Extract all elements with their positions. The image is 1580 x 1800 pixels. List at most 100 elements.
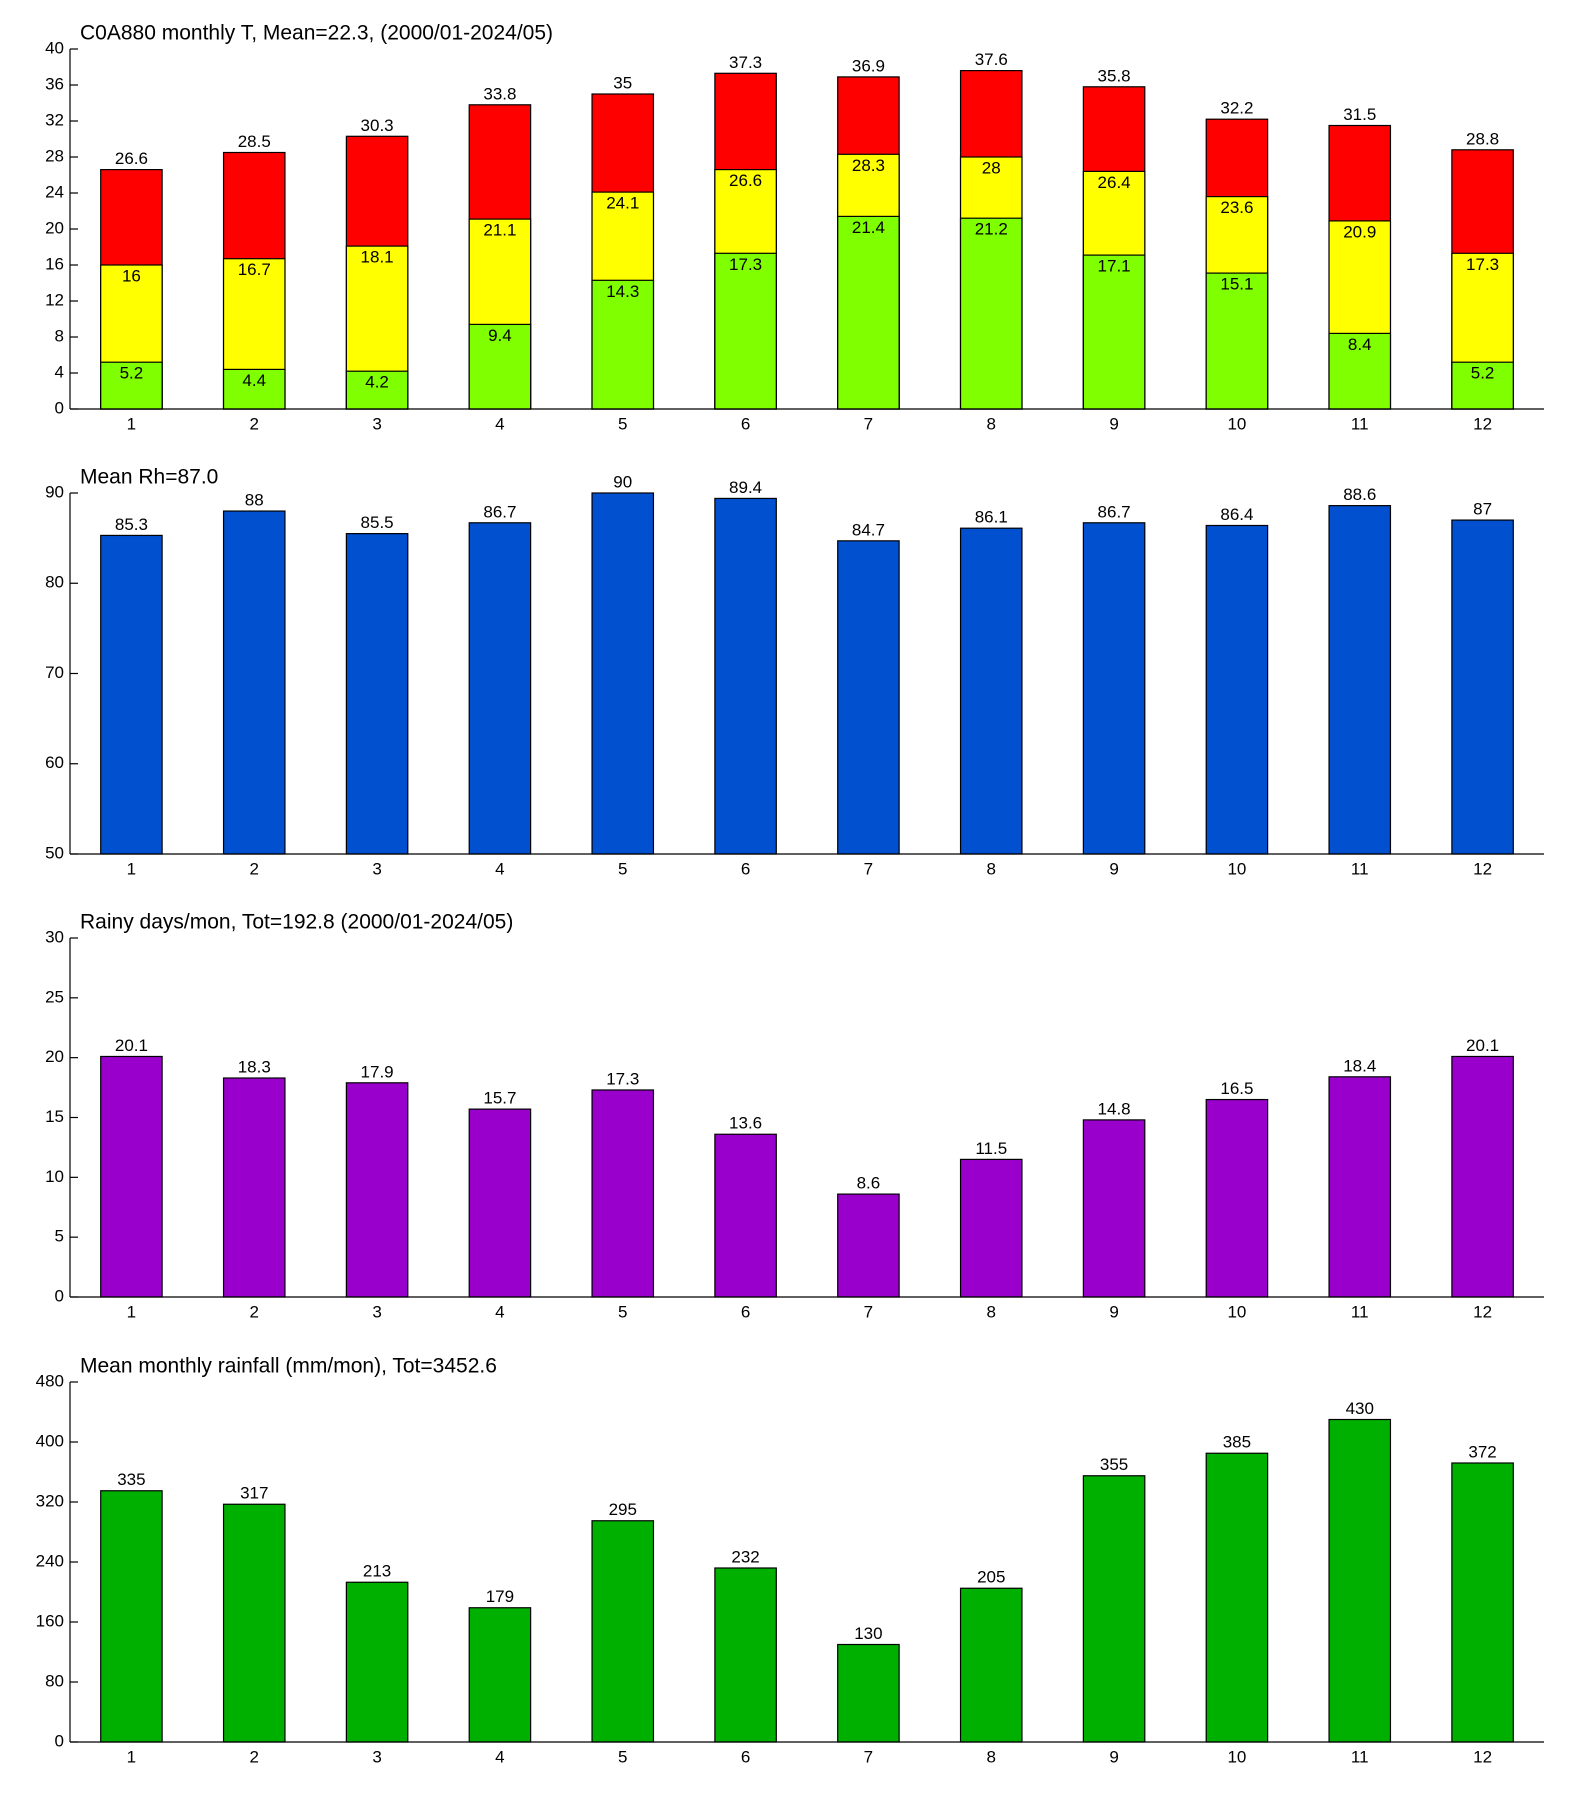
- bar: [1451, 1055, 1514, 1298]
- x-tick-label: 8: [987, 1747, 996, 1766]
- bar: [1451, 519, 1514, 855]
- value-label: 28.8: [1466, 129, 1499, 148]
- y-tick-label: 90: [45, 482, 64, 501]
- value-label: 28.5: [238, 132, 271, 151]
- bar: [1082, 522, 1146, 855]
- value-label: 179: [486, 1587, 514, 1606]
- x-tick-label: 8: [987, 1302, 996, 1321]
- y-tick-label: 4: [55, 362, 64, 381]
- bar: [345, 1581, 409, 1743]
- value-label: 21.4: [852, 218, 885, 237]
- value-label: 86.7: [483, 502, 516, 521]
- y-tick-label: 400: [36, 1431, 64, 1450]
- y-tick-label: 0: [55, 398, 64, 417]
- x-tick-label: 7: [864, 1747, 873, 1766]
- y-tick-label: 10: [45, 1167, 64, 1186]
- bar: [714, 497, 777, 855]
- value-label: 21.2: [975, 220, 1008, 239]
- bar: [837, 540, 900, 855]
- y-tick-label: 8: [55, 326, 64, 345]
- bar: [1082, 1475, 1146, 1743]
- value-label: 385: [1223, 1433, 1251, 1452]
- x-tick-label: 2: [250, 1747, 259, 1766]
- x-tick-label: 11: [1351, 859, 1369, 878]
- bar: [100, 534, 163, 855]
- bar: [714, 252, 777, 410]
- bar: [468, 323, 532, 410]
- chart-title: Mean monthly rainfall (mm/mon), Tot=3452…: [80, 1355, 497, 1378]
- y-tick-label: 160: [36, 1611, 64, 1630]
- value-label: 5.2: [120, 364, 144, 383]
- bar: [1328, 1418, 1392, 1743]
- y-tick-label: 20: [45, 1047, 64, 1066]
- x-tick-label: 3: [372, 859, 381, 878]
- value-label: 17.9: [361, 1062, 394, 1081]
- value-label: 17.3: [1466, 255, 1499, 274]
- value-label: 13.6: [729, 1114, 762, 1133]
- value-label: 4.2: [365, 373, 389, 392]
- bar: [345, 1082, 409, 1298]
- value-label: 86.4: [1220, 505, 1253, 524]
- y-tick-label: 12: [45, 290, 64, 309]
- y-tick-label: 16: [45, 254, 64, 273]
- value-label: 86.7: [1098, 502, 1131, 521]
- y-tick-label: 480: [36, 1371, 64, 1390]
- bar: [1328, 505, 1392, 855]
- bar: [222, 1503, 286, 1743]
- value-label: 37.3: [729, 53, 762, 72]
- y-tick-label: 5: [55, 1227, 64, 1246]
- x-tick-label: 6: [741, 859, 750, 878]
- y-tick-label: 80: [45, 1671, 64, 1690]
- value-label: 8.4: [1348, 335, 1372, 354]
- value-label: 20.1: [115, 1036, 148, 1055]
- x-tick-label: 9: [1109, 859, 1118, 878]
- y-tick-label: 20: [45, 218, 64, 237]
- x-tick-label: 9: [1109, 1747, 1118, 1766]
- x-tick-label: 7: [864, 1302, 873, 1321]
- bar: [1205, 1098, 1269, 1298]
- value-label: 37.6: [975, 50, 1008, 69]
- bar: [591, 279, 655, 410]
- value-label: 11.5: [975, 1139, 1007, 1158]
- value-label: 18.3: [238, 1057, 271, 1076]
- x-tick-label: 10: [1227, 859, 1246, 878]
- x-tick-label: 5: [618, 1302, 627, 1321]
- value-label: 9.4: [488, 326, 512, 345]
- y-tick-label: 36: [45, 74, 64, 93]
- bar: [591, 492, 655, 855]
- x-tick-label: 1: [127, 859, 136, 878]
- x-tick-label: 10: [1227, 1747, 1246, 1766]
- x-tick-label: 2: [250, 1302, 259, 1321]
- x-tick-label: 5: [618, 859, 627, 878]
- value-label: 85.5: [361, 513, 394, 532]
- bar: [468, 522, 532, 855]
- bar: [959, 217, 1023, 410]
- x-tick-label: 8: [987, 859, 996, 878]
- x-tick-label: 3: [372, 414, 381, 433]
- value-label: 36.9: [852, 56, 885, 75]
- value-label: 205: [977, 1568, 1005, 1587]
- y-tick-label: 50: [45, 843, 64, 862]
- value-label: 295: [609, 1500, 637, 1519]
- value-label: 32.2: [1220, 99, 1253, 118]
- bar: [837, 1643, 900, 1743]
- value-label: 372: [1468, 1442, 1496, 1461]
- chart-title: Rainy days/mon, Tot=192.8 (2000/01-2024/…: [80, 911, 513, 934]
- x-tick-label: 12: [1473, 859, 1492, 878]
- value-label: 8.6: [857, 1174, 881, 1193]
- value-label: 14.3: [606, 282, 639, 301]
- x-tick-label: 9: [1109, 414, 1118, 433]
- y-tick-label: 40: [45, 38, 64, 57]
- value-label: 16.5: [1220, 1079, 1253, 1098]
- value-label: 17.3: [729, 255, 762, 274]
- bar: [100, 1055, 163, 1298]
- bar: [1205, 1452, 1269, 1743]
- value-label: 130: [854, 1624, 882, 1643]
- value-label: 89.4: [729, 478, 762, 497]
- x-tick-label: 10: [1227, 414, 1246, 433]
- bar: [1205, 524, 1269, 855]
- value-label: 20.1: [1466, 1036, 1499, 1055]
- value-label: 16: [122, 266, 141, 285]
